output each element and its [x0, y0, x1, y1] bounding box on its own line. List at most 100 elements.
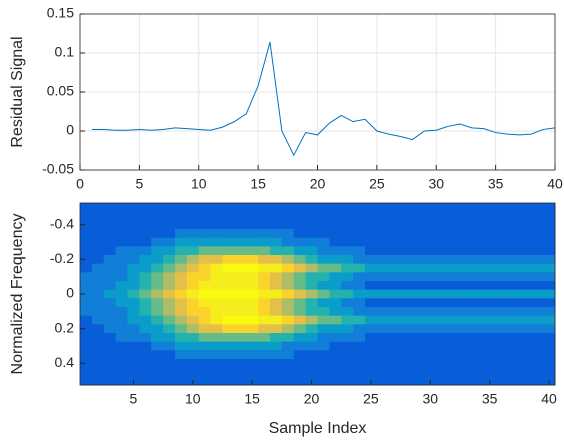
heatmap-cell — [175, 307, 188, 317]
heatmap-cell — [329, 350, 342, 360]
heatmap-cell — [103, 324, 117, 334]
heatmap-cell — [317, 324, 330, 334]
heatmap-cell — [424, 272, 437, 282]
heatmap-cell — [341, 350, 354, 360]
heatmap-cell — [210, 229, 223, 239]
heatmap-cell — [436, 289, 449, 299]
heatmap-cell — [80, 246, 93, 256]
heatmap-cell — [186, 237, 200, 247]
heatmap-cell — [246, 298, 259, 308]
heatmap-cell — [376, 350, 390, 360]
heatmap-cell — [412, 359, 425, 369]
heatmap-cell — [412, 281, 425, 291]
heatmap-cell — [91, 367, 105, 377]
heatmap-cell — [198, 272, 212, 282]
heatmap-cell — [186, 203, 200, 213]
heatmap-cell — [163, 341, 176, 351]
heatmap-cell — [531, 324, 544, 334]
heatmap-cell — [353, 376, 366, 386]
heatmap-cell — [519, 246, 532, 256]
heatmap-cell — [519, 255, 532, 265]
heatmap-cell — [305, 255, 318, 265]
heatmap-cell — [305, 229, 318, 239]
heatmap-cell — [234, 341, 247, 351]
heatmap-cell — [471, 255, 485, 265]
heatmap-cell — [186, 341, 200, 351]
heatmap-cell — [341, 263, 354, 273]
heatmap-cell — [115, 315, 128, 325]
heatmap-cell — [388, 333, 402, 343]
heatmap-cell — [80, 237, 93, 247]
heatmap-cell — [270, 229, 283, 239]
heatmap-cell — [460, 203, 473, 213]
heatmap-cell — [293, 220, 307, 230]
heatmap-cell — [376, 211, 390, 221]
heatmap-cell — [127, 324, 140, 334]
heatmap-cell — [163, 298, 176, 308]
heatmap-cell — [163, 272, 176, 282]
heatmap-cell — [293, 307, 307, 317]
heatmap-cell — [198, 246, 212, 256]
heatmap-cell — [460, 333, 473, 343]
heatmap-cell — [270, 203, 283, 213]
heatmap-cell — [234, 272, 247, 282]
heatmap-cell — [531, 298, 544, 308]
heatmap-cell — [198, 255, 212, 265]
heatmap-cell — [400, 359, 413, 369]
heatmap-cell — [365, 350, 378, 360]
x-tick-label: 10 — [191, 176, 207, 192]
heatmap-cell — [234, 211, 247, 221]
heatmap-cell — [531, 376, 544, 386]
heatmap-cell — [305, 333, 318, 343]
heatmap-cell — [353, 211, 366, 221]
heatmap-cell — [495, 367, 508, 377]
heatmap-cell — [317, 272, 330, 282]
heatmap-cell — [353, 272, 366, 282]
heatmap-cell — [471, 289, 485, 299]
heatmap-cell — [80, 315, 93, 325]
heatmap-cell — [258, 298, 271, 308]
heatmap-cell — [80, 220, 93, 230]
heatmap-cell — [388, 229, 402, 239]
heatmap-cell — [400, 255, 413, 265]
heatmap-cell — [222, 203, 235, 213]
heatmap-cell — [210, 220, 223, 230]
heatmap-cell — [305, 315, 318, 325]
heatmap-cell — [115, 324, 128, 334]
heatmap-cell — [317, 263, 330, 273]
heatmap-cell — [222, 272, 235, 282]
heatmap-cell — [222, 315, 235, 325]
heatmap-cell — [365, 333, 378, 343]
heatmap-cell — [388, 298, 402, 308]
heatmap-cell — [198, 341, 212, 351]
heatmap-cell — [175, 263, 188, 273]
heatmap-cell — [127, 229, 140, 239]
heatmap-cell — [543, 255, 556, 265]
heatmap-cell — [400, 315, 413, 325]
heatmap-cell — [186, 315, 200, 325]
heatmap-cell — [186, 367, 200, 377]
heatmap-cell — [448, 237, 461, 247]
y-tick-label: 0.4 — [55, 354, 75, 370]
heatmap-cell — [222, 350, 235, 360]
heatmap-cell — [436, 367, 449, 377]
heatmap-cell — [163, 229, 176, 239]
heatmap-cell — [471, 203, 485, 213]
heatmap-cell — [460, 237, 473, 247]
heatmap-cell — [483, 307, 497, 317]
heatmap-cell — [495, 281, 508, 291]
heatmap-cell — [365, 220, 378, 230]
heatmap-cell — [341, 367, 354, 377]
heatmap-cell — [234, 367, 247, 377]
heatmap-cell — [175, 203, 188, 213]
heatmap-cell — [293, 281, 307, 291]
heatmap-cell — [258, 255, 271, 265]
heatmap-cell — [198, 367, 212, 377]
heatmap-cell — [460, 229, 473, 239]
heatmap-cell — [507, 307, 520, 317]
heatmap-cell — [198, 289, 212, 299]
heatmap-cell — [495, 298, 508, 308]
heatmap-cell — [353, 359, 366, 369]
heatmap-cell — [305, 272, 318, 282]
heatmap-cell — [139, 255, 152, 265]
